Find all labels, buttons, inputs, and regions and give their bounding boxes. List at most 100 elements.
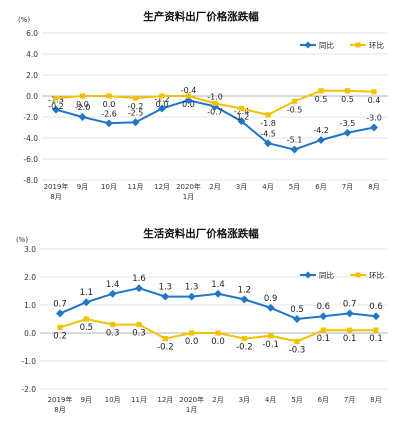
legend-label: 同比	[319, 270, 334, 280]
data-label: -0.2	[157, 343, 174, 353]
data-point	[238, 106, 245, 112]
data-point	[237, 117, 246, 126]
data-label: -0.7	[207, 107, 223, 116]
data-point	[162, 336, 168, 342]
data-label: -3.0	[366, 114, 382, 123]
x-tick-label: 2019年	[44, 182, 69, 191]
data-point	[372, 312, 380, 321]
x-tick-label: 6月	[315, 183, 326, 191]
data-point	[320, 327, 326, 333]
data-label: -2.0	[75, 103, 91, 112]
data-point	[135, 284, 143, 293]
y-tick-label: 1.0	[24, 301, 36, 310]
data-point	[373, 327, 379, 333]
data-label: 0.0	[182, 100, 195, 109]
data-point	[78, 113, 87, 121]
data-point	[268, 333, 274, 339]
x-tick-label: 3月	[239, 396, 250, 404]
data-point	[132, 95, 139, 101]
data-label: -2.5	[128, 108, 144, 117]
chart-title: 生活资料出厂价格涨跌幅	[143, 227, 259, 240]
data-point	[189, 330, 195, 336]
x-tick-label: 4月	[262, 183, 273, 191]
x-tick-label: 1月	[186, 406, 197, 414]
y-tick-label: 0.0	[26, 92, 38, 101]
legend-marker	[355, 272, 361, 278]
data-label: -0.5	[287, 105, 303, 114]
data-label: 1.1	[80, 288, 94, 298]
data-label: -0.2	[48, 102, 64, 111]
x-tick-label: 2019年	[48, 395, 73, 404]
data-point	[343, 128, 352, 137]
x-tick-label: 5月	[291, 396, 302, 404]
data-point	[266, 303, 275, 312]
x-tick-label: 2月	[209, 183, 220, 191]
data-label: 0.3	[106, 329, 120, 339]
y-tick-label: 0.0	[24, 329, 36, 338]
x-tick-label: 7月	[342, 183, 353, 191]
data-point	[370, 123, 378, 132]
data-point	[136, 322, 142, 328]
data-label: 0.9	[264, 294, 278, 304]
data-label: 1.4	[211, 280, 225, 290]
data-point	[264, 139, 272, 148]
data-point	[158, 104, 166, 113]
data-point	[317, 136, 325, 145]
legend-marker	[355, 42, 361, 48]
data-label: 1.3	[159, 283, 173, 293]
x-tick-label: 12月	[157, 396, 173, 404]
data-point	[161, 292, 170, 301]
x-tick-label: 10月	[105, 396, 121, 404]
x-tick-label: 11月	[128, 183, 144, 191]
data-point	[345, 309, 354, 318]
x-tick-label: 11月	[131, 396, 147, 404]
data-point	[185, 93, 192, 99]
legend-label: 环比	[369, 40, 384, 50]
data-point	[265, 112, 271, 118]
data-label: 0.5	[341, 95, 354, 104]
data-point	[57, 324, 63, 330]
data-label: -0.3	[289, 345, 306, 355]
data-label: 0.0	[76, 100, 89, 109]
legend-label: 同比	[319, 40, 334, 50]
data-label: 0.7	[53, 299, 67, 309]
data-label: 0.4	[368, 96, 381, 105]
data-label: 0.5	[80, 323, 94, 333]
y-tick-label: -2.0	[21, 385, 36, 394]
data-point	[293, 315, 301, 323]
data-point	[318, 88, 324, 94]
x-tick-label: 10月	[101, 183, 117, 191]
data-point	[56, 309, 64, 318]
y-tick-label: -4.0	[23, 134, 38, 143]
data-label: -1.2	[234, 113, 250, 122]
chart-title: 生产资料出厂价格涨跌幅	[143, 10, 259, 23]
data-label: 0.0	[211, 337, 225, 347]
data-point	[79, 93, 86, 99]
data-label: 0.1	[369, 334, 383, 344]
data-point	[291, 98, 298, 104]
y-tick-label: 2.0	[24, 273, 36, 282]
y-tick-label: -2.0	[23, 113, 38, 122]
data-label: -1.8	[260, 119, 276, 128]
x-tick-label: 12月	[154, 183, 170, 191]
data-label: 0.7	[343, 299, 357, 309]
data-label: 0.5	[290, 305, 304, 315]
y-tick-label: -1.0	[21, 357, 36, 366]
data-point	[83, 316, 89, 322]
data-point	[110, 322, 116, 328]
data-label: 1.6	[132, 274, 146, 284]
legend-label: 环比	[369, 270, 384, 280]
data-label: 0.2	[53, 331, 67, 341]
data-point	[240, 295, 249, 304]
legend-marker	[304, 41, 312, 49]
x-tick-label: 3月	[236, 183, 247, 191]
y-tick-label: 4.0	[26, 50, 38, 59]
data-label: -2.6	[101, 109, 117, 118]
data-point	[212, 100, 218, 106]
data-label: 1.2	[238, 285, 252, 295]
y-tick-label: 6.0	[26, 29, 38, 38]
x-tick-label: 5月	[289, 183, 300, 191]
x-tick-label: 2020年	[179, 395, 204, 404]
data-point	[215, 330, 221, 336]
data-label: 0.0	[185, 337, 199, 347]
